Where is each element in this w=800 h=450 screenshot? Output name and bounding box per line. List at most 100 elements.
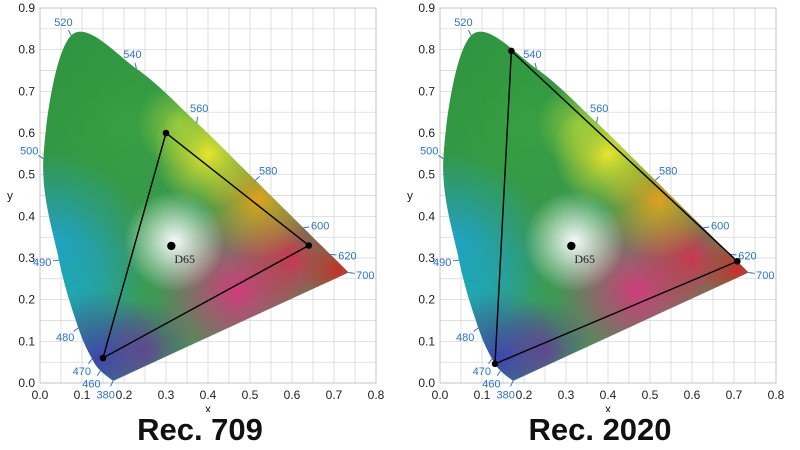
chromaticity-diagram: 0.0 0.1 0.2 0.3 0.4 0.5 0.6 0.7 0.8 0.0 0.1 0.2 0.3 0… [407, 1, 785, 416]
wavelength-label: 380 [497, 389, 515, 401]
y-axis-label: y [407, 189, 413, 203]
y-tick-label: 0.1 [418, 334, 435, 348]
y-tick-label: 0.2 [18, 293, 35, 307]
wavelength-tick [303, 226, 310, 229]
wavelength-label: 560 [590, 103, 608, 115]
wavelength-tick [73, 327, 79, 332]
x-tick-label: 0.6 [684, 388, 701, 402]
gamut-triangle [494, 49, 739, 365]
y-axis-label: y [7, 189, 13, 203]
wavelength-tick [134, 62, 137, 69]
y-tick-label: 0.7 [418, 84, 435, 98]
white-point-marker [167, 241, 176, 251]
gamut-primary-point [99, 354, 107, 362]
wavelength-tick [488, 358, 493, 364]
gamut-primary-point [491, 360, 499, 368]
gamut-primary-point [508, 47, 515, 55]
y-tick-label: 0.3 [18, 251, 35, 265]
y-tick-label: 0.4 [418, 209, 435, 223]
wavelength-tick [438, 155, 444, 160]
wavelength-label: 480 [456, 332, 474, 344]
wavelength-tick [53, 259, 60, 262]
wavelength-tick [534, 62, 537, 69]
white-point-label: D65 [174, 252, 195, 266]
y-tick-label: 0.5 [18, 168, 35, 182]
wavelength-label: 520 [54, 17, 72, 29]
wavelength-label: 500 [420, 146, 438, 158]
x-tick-label: 0.5 [642, 388, 659, 402]
x-tick-label: 0.1 [74, 388, 91, 402]
wavelength-tick [510, 380, 514, 387]
wavelength-label: 600 [311, 221, 329, 233]
wavelength-tick [96, 370, 101, 376]
wavelength-tick [196, 116, 199, 123]
x-axis-label: x [205, 402, 211, 412]
y-tick-label: 0.1 [18, 334, 35, 348]
y-tick-label: 0.0 [18, 376, 35, 390]
wavelength-label: 620 [338, 250, 356, 262]
wavelength-tick [453, 259, 460, 262]
x-tick-label: 0.0 [32, 388, 49, 402]
wavelength-tick [254, 175, 261, 181]
wavelength-tick [348, 271, 355, 274]
wavelength-tick [38, 155, 44, 160]
y-tick-label: 0.8 [418, 43, 435, 57]
chromaticity-diagram: 0.0 0.1 0.2 0.3 0.4 0.5 0.6 0.7 0.8 0.0 0.1 0.2 0.3 0… [7, 1, 385, 416]
chart-title: Rec. 709 [137, 412, 263, 447]
plot-frame [39, 7, 377, 384]
wavelength-tick [496, 370, 501, 376]
x-tick-label: 0.6 [284, 388, 301, 402]
wavelength-label: 490 [33, 257, 51, 269]
wavelength-tick [88, 358, 93, 364]
cie-chart-rec2020: 0.0 0.1 0.2 0.3 0.4 0.5 0.6 0.7 0.8 0.0 0.1 0.2 0.3 0… [400, 0, 800, 450]
wavelength-label: 520 [454, 17, 472, 29]
wavelength-label: 700 [356, 270, 374, 282]
y-tick-label: 0.8 [18, 43, 35, 57]
wavelength-label: 380 [97, 389, 115, 401]
wavelength-label: 700 [756, 270, 774, 282]
x-tick-label: 0.0 [432, 388, 449, 402]
wavelength-label: 460 [82, 378, 100, 390]
wavelength-tick [748, 271, 755, 274]
y-tick-label: 0.9 [418, 1, 435, 15]
x-tick-label: 0.8 [368, 388, 385, 402]
y-tick-label: 0.4 [18, 209, 35, 223]
x-axis-label: x [605, 402, 611, 412]
wavelength-label: 470 [73, 366, 91, 378]
y-tick-label: 0.2 [418, 293, 435, 307]
gamut-primary-point [162, 129, 170, 137]
y-tick-label: 0.5 [418, 168, 435, 182]
wavelength-tick [468, 30, 472, 36]
wavelength-label: 540 [523, 49, 541, 61]
wavelength-tick [68, 30, 72, 36]
wavelength-label: 540 [123, 49, 141, 61]
wavelength-label: 560 [190, 103, 208, 115]
locus-color-blob [524, 190, 625, 292]
locus-fill [443, 31, 749, 381]
x-tick-label: 0.3 [158, 388, 175, 402]
y-tick-label: 0.0 [418, 376, 435, 390]
chart-title: Rec. 2020 [528, 412, 672, 447]
x-tick-label: 0.7 [726, 388, 743, 402]
x-tick-label: 0.7 [326, 388, 343, 402]
wavelength-label: 460 [482, 378, 500, 390]
x-tick-label: 0.8 [768, 388, 785, 402]
x-tick-label: 0.2 [516, 388, 533, 402]
wavelength-label: 470 [473, 366, 491, 378]
y-tick-label: 0.3 [418, 251, 435, 265]
wavelength-label: 480 [56, 332, 74, 344]
wavelength-tick [110, 380, 114, 387]
wavelength-tick [654, 175, 661, 181]
wavelength-label: 500 [20, 146, 38, 158]
x-tick-label: 0.4 [200, 388, 217, 402]
plot-frame [439, 7, 777, 384]
wavelength-label: 580 [259, 166, 277, 178]
locus-fill [43, 31, 349, 381]
white-point-marker [567, 241, 576, 251]
x-tick-label: 0.2 [116, 388, 133, 402]
x-tick-label: 0.3 [558, 388, 575, 402]
gamut-primary-point [734, 258, 741, 265]
y-tick-label: 0.9 [18, 1, 35, 15]
y-tick-label: 0.6 [418, 126, 435, 140]
wavelength-label: 620 [738, 250, 756, 262]
